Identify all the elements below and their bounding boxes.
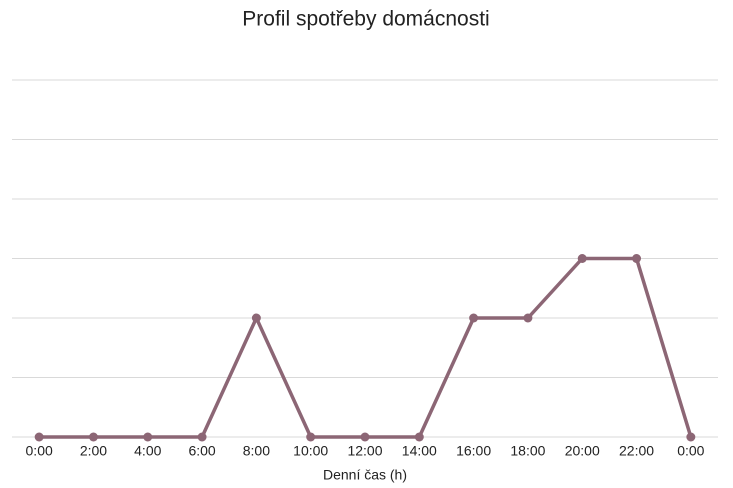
point [88,432,98,442]
point [306,432,316,442]
x-tick-label: 22:00 [619,443,654,459]
x-axis-title: Denní čas (h) [323,467,407,483]
x-tick-label: 4:00 [134,443,161,459]
point [414,432,424,442]
x-tick-label: 12:00 [347,443,382,459]
x-tick-label: 0:00 [677,443,704,459]
x-tick-label: 14:00 [402,443,437,459]
point [143,432,153,442]
x-tick-label: 20:00 [565,443,600,459]
x-tick-label: 6:00 [188,443,215,459]
point [632,254,642,263]
line [39,256,693,439]
point [197,432,207,442]
x-tick-label: 2:00 [80,443,107,459]
point [469,313,479,323]
x-tick-label: 16:00 [456,443,491,459]
point [251,313,261,323]
point [577,254,587,263]
point [686,432,696,442]
point [523,313,533,323]
x-tick-label: 0:00 [26,443,53,459]
chart-title: Profil spotřeby domácnosti [242,8,489,31]
x-tick-label: 18:00 [510,443,545,459]
x-tick-label: 10:00 [293,443,328,459]
point [34,432,44,442]
point [360,432,370,442]
x-tick-label: 8:00 [243,443,270,459]
